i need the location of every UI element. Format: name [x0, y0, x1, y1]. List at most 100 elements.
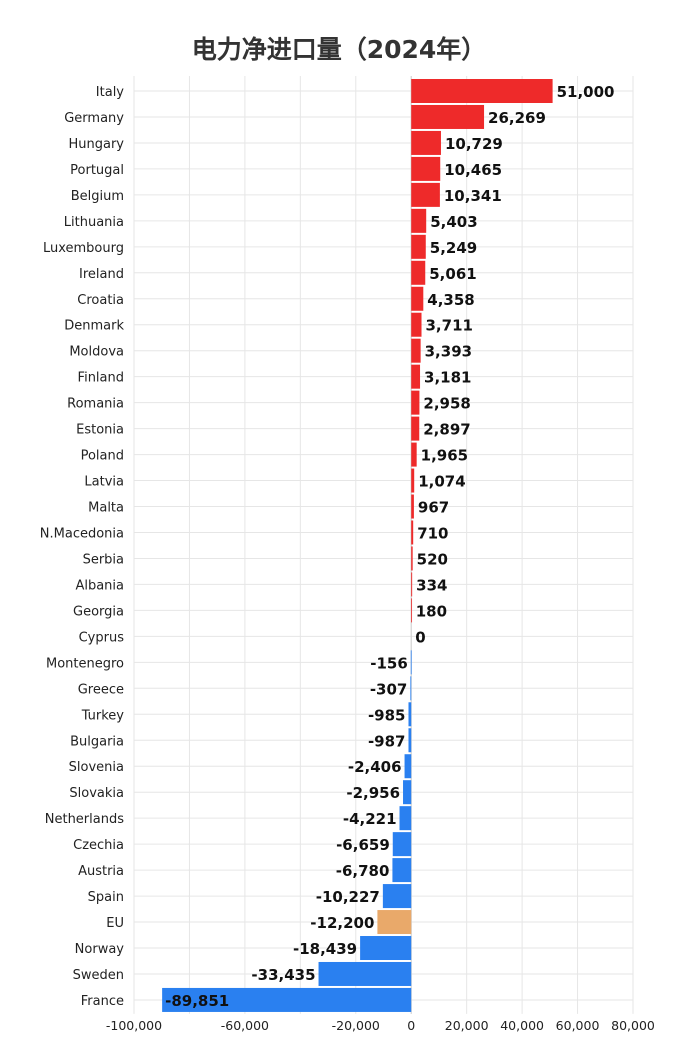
- bar-albania: [411, 572, 413, 597]
- value-label: 10,729: [445, 135, 503, 153]
- value-label: 3,393: [425, 343, 472, 361]
- bar-bulgaria: [408, 728, 412, 753]
- bar-denmark: [411, 312, 422, 337]
- category-label: N.Macedonia: [40, 526, 124, 541]
- bar-france: [162, 987, 412, 1012]
- bar-italy: [411, 79, 553, 103]
- value-label: 5,249: [430, 239, 477, 257]
- category-label: Georgia: [73, 604, 124, 619]
- bar-luxembourg: [411, 234, 426, 259]
- value-label: 3,711: [426, 317, 473, 335]
- category-label: Slovenia: [69, 760, 124, 775]
- value-label: -4,221: [343, 810, 397, 828]
- x-tick-label: 60,000: [556, 1018, 600, 1033]
- value-label: 334: [416, 576, 447, 594]
- bar-latvia: [411, 468, 415, 493]
- bar-georgia: [411, 598, 413, 623]
- value-label: 520: [417, 550, 448, 568]
- bar-austria: [392, 858, 412, 883]
- bar-slovenia: [404, 754, 412, 779]
- category-label: Poland: [81, 449, 124, 464]
- category-label: Netherlands: [45, 812, 124, 827]
- category-label: Latvia: [84, 475, 124, 490]
- bar-netherlands: [399, 806, 412, 831]
- label-layer: Italy 51,000 Germany 26,269 Hungary 10,729 Por…: [40, 83, 615, 1010]
- bar-montenegro: [410, 650, 412, 675]
- category-label: Cyprus: [79, 630, 125, 645]
- value-label: 2,958: [423, 395, 470, 413]
- value-label: 2,897: [423, 421, 470, 439]
- category-label: EU: [106, 916, 124, 931]
- value-label: 5,403: [430, 213, 477, 231]
- value-label: 51,000: [557, 83, 615, 101]
- category-label: Serbia: [83, 552, 124, 567]
- category-label: Luxembourg: [43, 241, 124, 256]
- value-label: -2,406: [348, 758, 402, 776]
- bar-croatia: [411, 286, 424, 311]
- value-label: -33,435: [251, 966, 315, 984]
- x-tick-label: -100,000: [106, 1018, 162, 1033]
- value-label: -6,780: [336, 862, 390, 880]
- category-label: Slovakia: [69, 786, 124, 801]
- value-label: 10,465: [444, 161, 502, 179]
- bar-moldova: [411, 338, 421, 363]
- category-label: Norway: [75, 942, 125, 957]
- x-axis: -100,000 -60,000 -20,000 0 20,000 40,000 60,00…: [106, 1018, 655, 1033]
- x-tick-label: 20,000: [445, 1018, 489, 1033]
- value-label: 5,061: [429, 265, 476, 283]
- value-label: -985: [368, 706, 406, 724]
- value-label: 26,269: [488, 109, 546, 127]
- value-label: -987: [368, 732, 406, 750]
- value-label: -10,227: [316, 888, 380, 906]
- bar-greece: [410, 676, 412, 701]
- x-tick-label: 80,000: [611, 1018, 655, 1033]
- category-label: Bulgaria: [70, 734, 124, 749]
- value-label: -2,956: [346, 784, 400, 802]
- category-label: Croatia: [77, 293, 124, 308]
- bar-lithuania: [411, 208, 427, 233]
- bar-finland: [411, 364, 421, 389]
- category-label: Germany: [64, 111, 124, 126]
- category-label: Hungary: [68, 137, 124, 152]
- category-label: Albania: [75, 578, 124, 593]
- category-label: Denmark: [64, 319, 124, 334]
- value-label: -12,200: [310, 914, 374, 932]
- value-label: 4,358: [427, 291, 474, 309]
- bar-serbia: [411, 546, 413, 571]
- x-tick-label: 40,000: [500, 1018, 544, 1033]
- value-label: 967: [418, 499, 449, 517]
- category-label: Sweden: [73, 968, 124, 983]
- bar-belgium: [411, 182, 440, 207]
- category-label: Moldova: [69, 345, 124, 360]
- bar-sweden: [318, 961, 412, 986]
- bar-hungary: [411, 130, 441, 155]
- value-label: -6,659: [336, 836, 390, 854]
- bar-spain: [382, 884, 412, 909]
- category-label: Austria: [78, 864, 124, 879]
- value-label: 1,074: [418, 473, 465, 491]
- category-label: Belgium: [71, 189, 124, 204]
- category-label: France: [81, 994, 124, 1009]
- bar-eu: [377, 910, 412, 935]
- category-label: Portugal: [70, 163, 124, 178]
- bar-czechia: [392, 832, 412, 857]
- bar-romania: [411, 390, 420, 415]
- value-label: -156: [370, 654, 408, 672]
- category-label: Italy: [96, 85, 125, 100]
- bar-slovakia: [403, 780, 412, 805]
- bar-layer: [162, 79, 553, 1012]
- x-tick-label: 0: [407, 1018, 415, 1033]
- category-label: Malta: [88, 501, 124, 516]
- category-label: Lithuania: [64, 215, 124, 230]
- category-label: Finland: [78, 371, 124, 386]
- chart-title: 电力净进口量（2024年）: [191, 35, 487, 64]
- bar-turkey: [408, 702, 412, 727]
- category-label: Estonia: [76, 423, 124, 438]
- category-label: Turkey: [81, 708, 125, 723]
- category-label: Greece: [78, 682, 124, 697]
- bar-n-macedonia: [411, 520, 414, 545]
- value-label: -18,439: [293, 940, 357, 958]
- category-label: Czechia: [73, 838, 124, 853]
- bar-norway: [360, 936, 412, 961]
